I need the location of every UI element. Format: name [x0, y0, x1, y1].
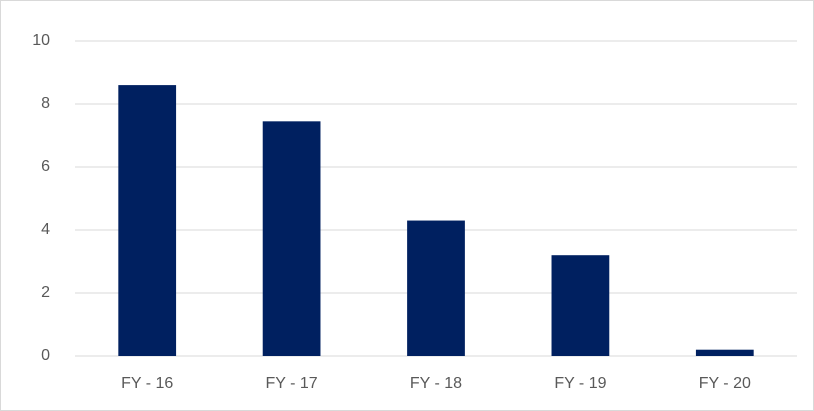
y-tick-label: 8 — [41, 95, 50, 112]
bar — [551, 255, 610, 356]
x-tick-label: FY - 20 — [699, 375, 751, 392]
x-tick-label: FY - 17 — [266, 375, 318, 392]
bar — [262, 121, 321, 356]
bar — [695, 349, 754, 356]
x-tick-label: FY - 19 — [554, 375, 606, 392]
y-tick-label: 4 — [41, 221, 50, 238]
x-tick-label: FY - 16 — [121, 375, 173, 392]
y-tick-label: 6 — [41, 158, 50, 175]
y-tick-label: 0 — [41, 347, 50, 364]
y-tick-label: 10 — [32, 32, 50, 49]
bar — [407, 220, 465, 356]
y-tick-label: 2 — [41, 284, 50, 301]
x-tick-label: FY - 18 — [410, 375, 462, 392]
bar — [118, 85, 177, 356]
